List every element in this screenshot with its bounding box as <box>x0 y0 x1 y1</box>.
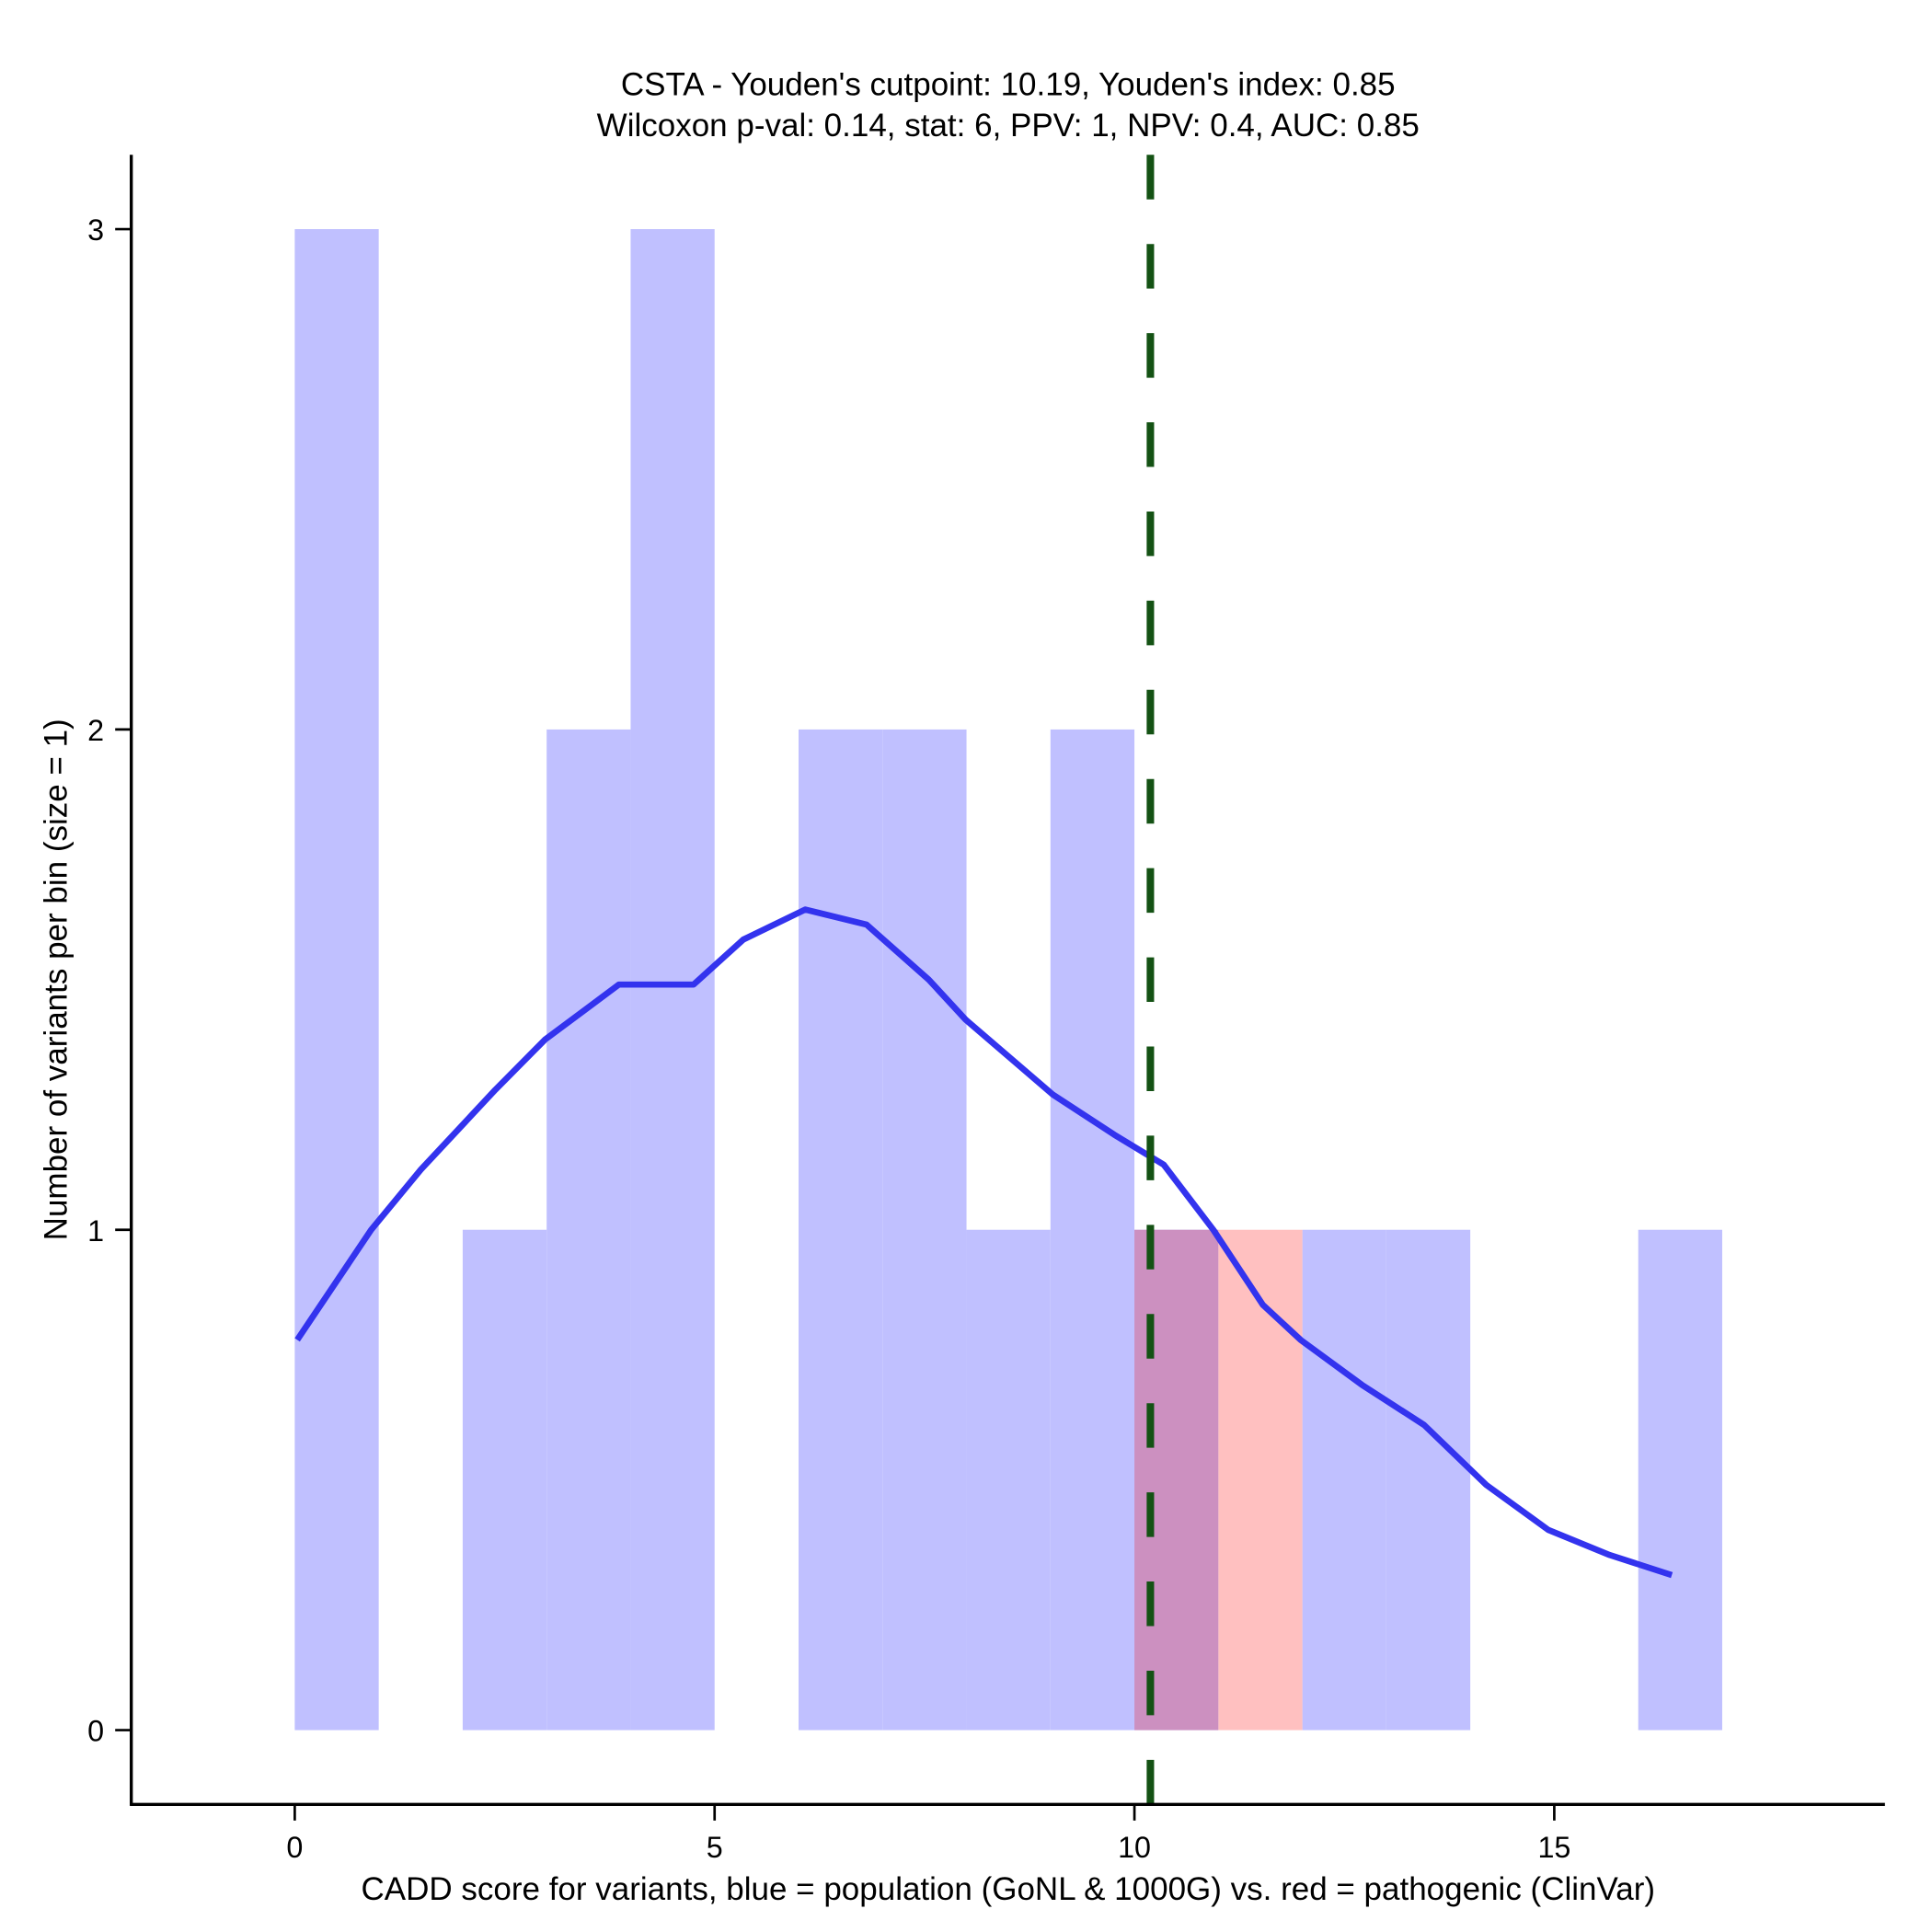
y-tick-label: 3 <box>87 213 104 247</box>
ticks-layer: 0 5 10 15 0 1 2 3 <box>87 213 1570 1864</box>
bars-layer <box>294 229 1722 1731</box>
chart-title-line2: Wilcoxon p-val: 0.14, stat: 6, PPV: 1, N… <box>597 108 1420 144</box>
bar-population <box>1386 1229 1471 1731</box>
bar-population <box>966 1229 1051 1731</box>
bar-population <box>1050 729 1135 1731</box>
y-axis-label: Number of variants per bin (size = 1) <box>39 719 75 1240</box>
y-tick-label: 1 <box>87 1214 104 1248</box>
bar-overlap <box>1134 1229 1219 1731</box>
x-tick-label: 5 <box>707 1831 723 1864</box>
bar-population <box>882 729 967 1731</box>
bar-population <box>1302 1229 1386 1731</box>
y-tick-label: 2 <box>87 714 104 747</box>
bar-population <box>294 229 379 1731</box>
chart-title-line1: CSTA - Youden's cutpoint: 10.19, Youden'… <box>621 67 1396 103</box>
density-layer <box>294 906 1673 1579</box>
bar-population <box>1638 1229 1722 1731</box>
x-tick-label: 0 <box>286 1831 303 1864</box>
density-curve <box>294 906 1673 1579</box>
x-tick-label: 15 <box>1537 1831 1570 1864</box>
x-tick-label: 10 <box>1118 1831 1151 1864</box>
bar-population <box>462 1229 547 1731</box>
bar-population <box>799 729 883 1731</box>
bar-population <box>546 729 631 1731</box>
x-axis-label: CADD score for variants, blue = populati… <box>362 1871 1656 1907</box>
bar-pathogenic <box>1218 1229 1303 1731</box>
y-tick-label: 0 <box>87 1715 104 1748</box>
